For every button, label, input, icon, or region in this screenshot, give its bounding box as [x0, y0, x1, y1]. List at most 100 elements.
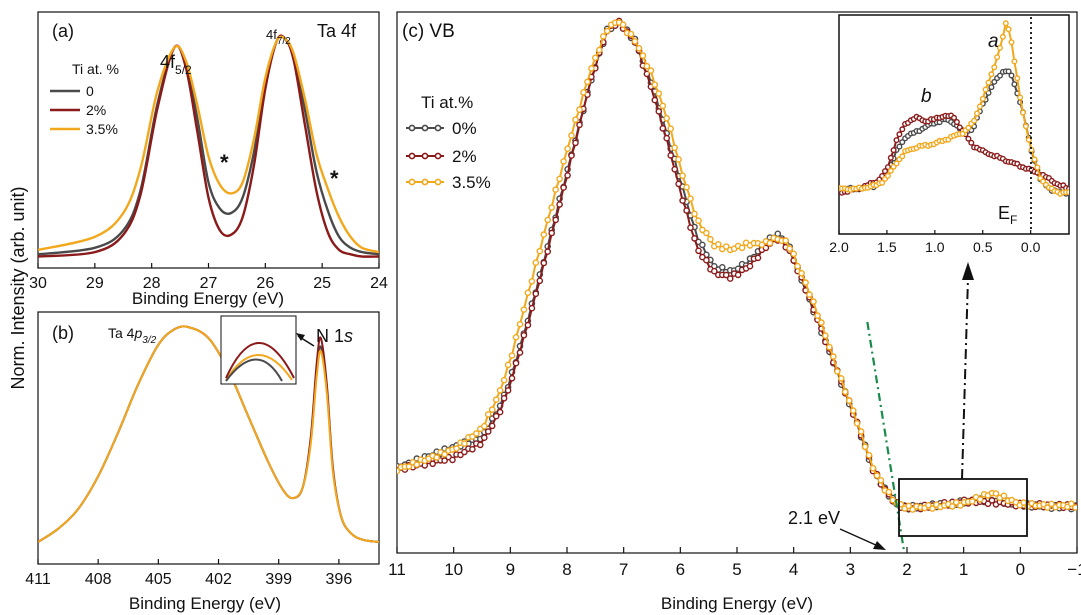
data-point-c-inset-0-60	[1008, 72, 1015, 79]
data-point-c-2-113	[841, 388, 849, 396]
data-point-c-2-116	[853, 420, 861, 427]
data-point-c-2-129	[905, 502, 913, 510]
onset-arrowhead	[873, 541, 886, 550]
data-point-c-2-117	[857, 428, 865, 435]
x-tick-label-a-1: 29	[86, 275, 104, 292]
data-point-c-1-25	[492, 412, 500, 420]
data-point-c-2-140	[949, 503, 956, 510]
data-point-c-inset-1-21	[896, 131, 903, 138]
legend-a-entry-2: 3.5%	[50, 121, 118, 137]
data-point-c-2-49	[588, 65, 595, 72]
data-point-c-inset-2-65	[1022, 123, 1029, 130]
data-point-c-1-23	[484, 428, 492, 435]
data-point-c-2-52	[600, 33, 607, 40]
x-tick-label-a-6: 24	[370, 275, 388, 292]
data-point-c-inset-1-18	[887, 154, 894, 161]
data-point-c-1-43	[564, 172, 571, 179]
data-point-c-2-35	[532, 259, 540, 267]
data-point-c-2-24	[488, 406, 496, 413]
data-point-c-2-37	[540, 231, 548, 238]
data-point-c-1-9	[429, 460, 437, 468]
data-point-c-2-34	[528, 277, 536, 285]
legend-a-entry-1: 2%	[50, 102, 106, 118]
data-point-c-2-164	[1044, 504, 1051, 511]
data-point-c-2-46	[576, 106, 583, 113]
fermi-level-label: EF	[998, 203, 1017, 227]
peak-label-ta4p: Ta 4p3/2	[108, 325, 157, 346]
data-point-c-2-41	[556, 175, 563, 183]
data-point-c-inset-1-41	[953, 118, 960, 125]
peak-label-n1s: N 1s	[316, 326, 353, 346]
data-point-c-1-69	[667, 152, 675, 159]
data-point-c-2-98	[782, 237, 790, 244]
n1s-arrowhead	[296, 333, 305, 341]
data-point-c-0-77	[699, 241, 706, 249]
data-point-c-2-110	[830, 353, 837, 360]
data-point-c-2-135	[929, 505, 936, 512]
panel-c-inset: 2.0 1.5 1.0 0.5 0.0 a b EF	[829, 14, 1070, 255]
data-point-c-inset-2-15	[879, 179, 886, 186]
data-point-c-1-67	[659, 125, 667, 132]
data-point-c-2-44	[568, 132, 575, 139]
x-tick-label-c-6: 5	[732, 560, 741, 579]
data-point-c-2-59	[627, 30, 635, 38]
x-tick-label-c-2: 9	[506, 560, 515, 579]
data-point-c-2-47	[580, 89, 587, 96]
data-point-c-inset-1-19	[890, 147, 897, 154]
data-point-c-2-50	[592, 54, 599, 62]
data-point-c-1-19	[469, 445, 476, 453]
data-point-c-1-68	[663, 134, 671, 142]
data-point-c-1-32	[520, 331, 528, 339]
data-point-c-2-12	[441, 450, 448, 458]
panel-b: 411 408 405 402 399 396 (b) Ta 4p3/2 N 1s Bin…	[25, 311, 380, 613]
legend-a-entry-0: 0	[50, 83, 94, 99]
data-point-c-1-72	[679, 197, 686, 204]
data-point-c-inset-2-80	[1066, 189, 1069, 196]
data-point-c-1-27	[500, 394, 508, 402]
svg-text:2%: 2%	[452, 147, 477, 166]
x-tick-label-c-3: 8	[562, 560, 571, 579]
legend-c-title: Ti at.%	[421, 93, 473, 112]
x-tick-label-c-inset-3: 0.5	[973, 239, 993, 255]
data-point-c-inset-2-57	[999, 33, 1006, 40]
data-point-c-2-151	[992, 490, 1000, 497]
x-tick-label-b-5: 396	[326, 571, 353, 588]
x-tick-label-c-inset-0: 2.0	[829, 239, 849, 255]
x-axis-label-b: Binding Energy (eV)	[129, 594, 281, 613]
data-point-c-2-39	[548, 204, 556, 211]
data-point-c-1-91	[754, 254, 762, 262]
data-point-c-2-76	[695, 217, 702, 224]
data-point-c-2-118	[861, 443, 869, 451]
data-point-c-2-120	[869, 464, 877, 472]
data-point-c-2-61	[635, 45, 643, 52]
panel-a-label: (a)	[52, 21, 74, 41]
data-point-c-inset-2-51	[982, 86, 989, 93]
data-point-c-2-22	[480, 422, 488, 430]
data-point-c-inset-2-43	[959, 130, 966, 137]
data-point-c-inset-2-63	[1017, 94, 1024, 101]
series-line-b-0	[38, 325, 379, 543]
x-tick-label-c-0: 11	[388, 560, 406, 579]
x-tick-label-c-9: 2	[902, 560, 911, 579]
inset-label-b: b	[921, 86, 932, 107]
data-point-c-1-86	[734, 271, 742, 279]
peak-label-4f52: 4f5/2	[160, 52, 192, 77]
data-point-c-1-39	[548, 229, 556, 237]
data-point-c-1-30	[512, 359, 520, 367]
data-point-c-2-48	[584, 78, 591, 86]
data-point-c-1-42	[560, 184, 567, 191]
panel-c-label: (c) VB	[402, 21, 455, 42]
data-point-c-inset-2-69	[1034, 164, 1041, 171]
panel-a-title: Ta 4f	[317, 21, 357, 41]
data-point-c-inset-0-54	[991, 78, 998, 85]
data-point-c-inset-2-17	[884, 172, 891, 179]
data-point-c-inset-2-62	[1014, 75, 1021, 82]
data-point-c-1-66	[655, 108, 663, 115]
data-point-c-1-46	[576, 121, 583, 129]
data-point-c-inset-2-55	[994, 54, 1001, 61]
x-tick-label-c-1: 10	[444, 560, 463, 579]
data-point-c-2-99	[786, 245, 794, 252]
data-point-c-1-83	[722, 271, 730, 279]
data-point-c-2-51	[596, 46, 603, 54]
